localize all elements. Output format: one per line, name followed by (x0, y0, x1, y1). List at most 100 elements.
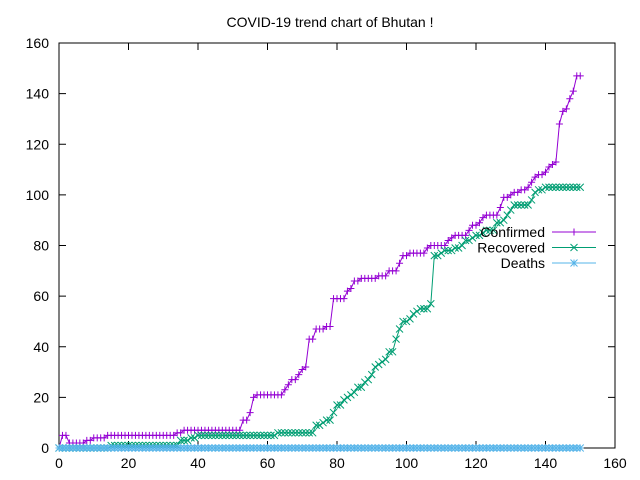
legend-marker-deaths (570, 259, 578, 267)
data-point-recovered (301, 428, 310, 437)
data-point-confirmed (552, 158, 560, 166)
data-point-recovered (420, 304, 428, 313)
data-point-recovered (531, 188, 539, 197)
data-point-recovered (374, 360, 383, 369)
data-point-recovered (388, 347, 397, 356)
data-point-recovered (392, 335, 400, 344)
data-point-recovered (475, 231, 484, 240)
data-point-recovered (395, 325, 404, 333)
data-point-recovered (433, 251, 442, 260)
x-tick-label: 140 (534, 455, 558, 471)
data-point-recovered (287, 428, 296, 437)
data-point-recovered (569, 183, 578, 192)
data-point-recovered (180, 436, 188, 445)
data-point-recovered (413, 307, 421, 316)
data-point-confirmed (555, 120, 563, 128)
data-point-recovered (340, 396, 348, 404)
data-point-recovered (211, 431, 220, 440)
data-point-recovered (187, 434, 195, 442)
data-point-recovered (572, 183, 581, 192)
data-point-recovered (319, 418, 327, 427)
data-point-recovered (444, 246, 453, 255)
data-point-confirmed (236, 426, 244, 434)
y-tick-label: 60 (33, 288, 49, 304)
data-point-confirmed (281, 386, 289, 394)
data-point-recovered (277, 428, 286, 437)
data-point-confirmed (62, 431, 70, 439)
data-point-recovered (347, 390, 355, 399)
data-point-recovered (353, 383, 362, 392)
data-point-recovered (270, 431, 279, 440)
data-point-recovered (253, 431, 261, 440)
data-point-recovered (298, 428, 307, 437)
chart-title: COVID-19 trend chart of Bhutan ! (227, 14, 434, 30)
data-point-recovered (416, 304, 425, 313)
data-point-recovered (235, 431, 244, 440)
y-tick-label: 140 (26, 86, 50, 102)
x-tick-label: 160 (603, 455, 627, 471)
data-point-recovered (326, 416, 334, 425)
data-point-recovered (409, 309, 418, 318)
data-point-recovered (541, 183, 550, 192)
data-point-recovered (315, 421, 324, 430)
legend-marker-confirmed (570, 228, 578, 236)
data-point-recovered (527, 196, 536, 204)
data-point-recovered (239, 431, 248, 440)
data-point-recovered (562, 183, 571, 192)
data-point-recovered (371, 363, 380, 371)
data-point-recovered (305, 428, 314, 437)
data-point-confirmed (493, 211, 501, 219)
data-point-recovered (548, 183, 557, 192)
data-point-recovered (249, 431, 258, 440)
data-point-recovered (426, 299, 435, 308)
data-point-confirmed (462, 231, 470, 239)
data-point-confirmed (284, 381, 292, 389)
data-point-recovered (520, 201, 529, 209)
data-point-recovered (225, 431, 234, 440)
data-point-confirmed (243, 416, 251, 424)
data-point-recovered (291, 428, 300, 437)
data-point-recovered (201, 431, 209, 440)
data-point-recovered (399, 317, 407, 326)
data-point-confirmed (277, 391, 285, 399)
data-point-recovered (308, 428, 317, 437)
data-point-confirmed (291, 376, 299, 384)
data-point-recovered (343, 393, 352, 402)
data-point-recovered (214, 431, 223, 440)
data-point-recovered (260, 431, 268, 440)
data-point-recovered (357, 383, 366, 392)
data-point-confirmed (326, 323, 334, 330)
data-point-confirmed (441, 242, 449, 249)
y-tick-label: 100 (26, 187, 50, 203)
data-point-confirmed (496, 204, 504, 212)
data-point-recovered (555, 183, 564, 192)
data-point-recovered (552, 183, 560, 192)
legend-label-recovered: Recovered (477, 240, 545, 256)
data-point-recovered (406, 315, 414, 323)
data-point-recovered (232, 431, 241, 440)
data-point-recovered (524, 201, 532, 209)
data-point-recovered (197, 431, 206, 440)
data-point-recovered (565, 183, 574, 192)
data-point-recovered (204, 431, 213, 440)
data-point-recovered (534, 185, 543, 194)
y-tick-label: 120 (26, 136, 50, 152)
series-confirmed (55, 72, 584, 452)
series-deaths (55, 444, 585, 452)
data-point-recovered (440, 246, 449, 255)
data-point-recovered (218, 431, 227, 440)
data-point-recovered (294, 428, 303, 437)
data-point-confirmed (569, 87, 577, 95)
data-point-recovered (402, 317, 411, 326)
data-point-confirmed (566, 95, 574, 103)
data-point-recovered (454, 244, 463, 252)
data-point-confirmed (524, 183, 532, 191)
y-tick-label: 0 (41, 440, 49, 456)
data-point-recovered (482, 226, 491, 235)
data-point-recovered (284, 428, 293, 437)
data-point-recovered (350, 388, 359, 397)
data-point-recovered (263, 431, 272, 440)
data-point-recovered (492, 218, 501, 227)
data-point-recovered (423, 304, 432, 313)
